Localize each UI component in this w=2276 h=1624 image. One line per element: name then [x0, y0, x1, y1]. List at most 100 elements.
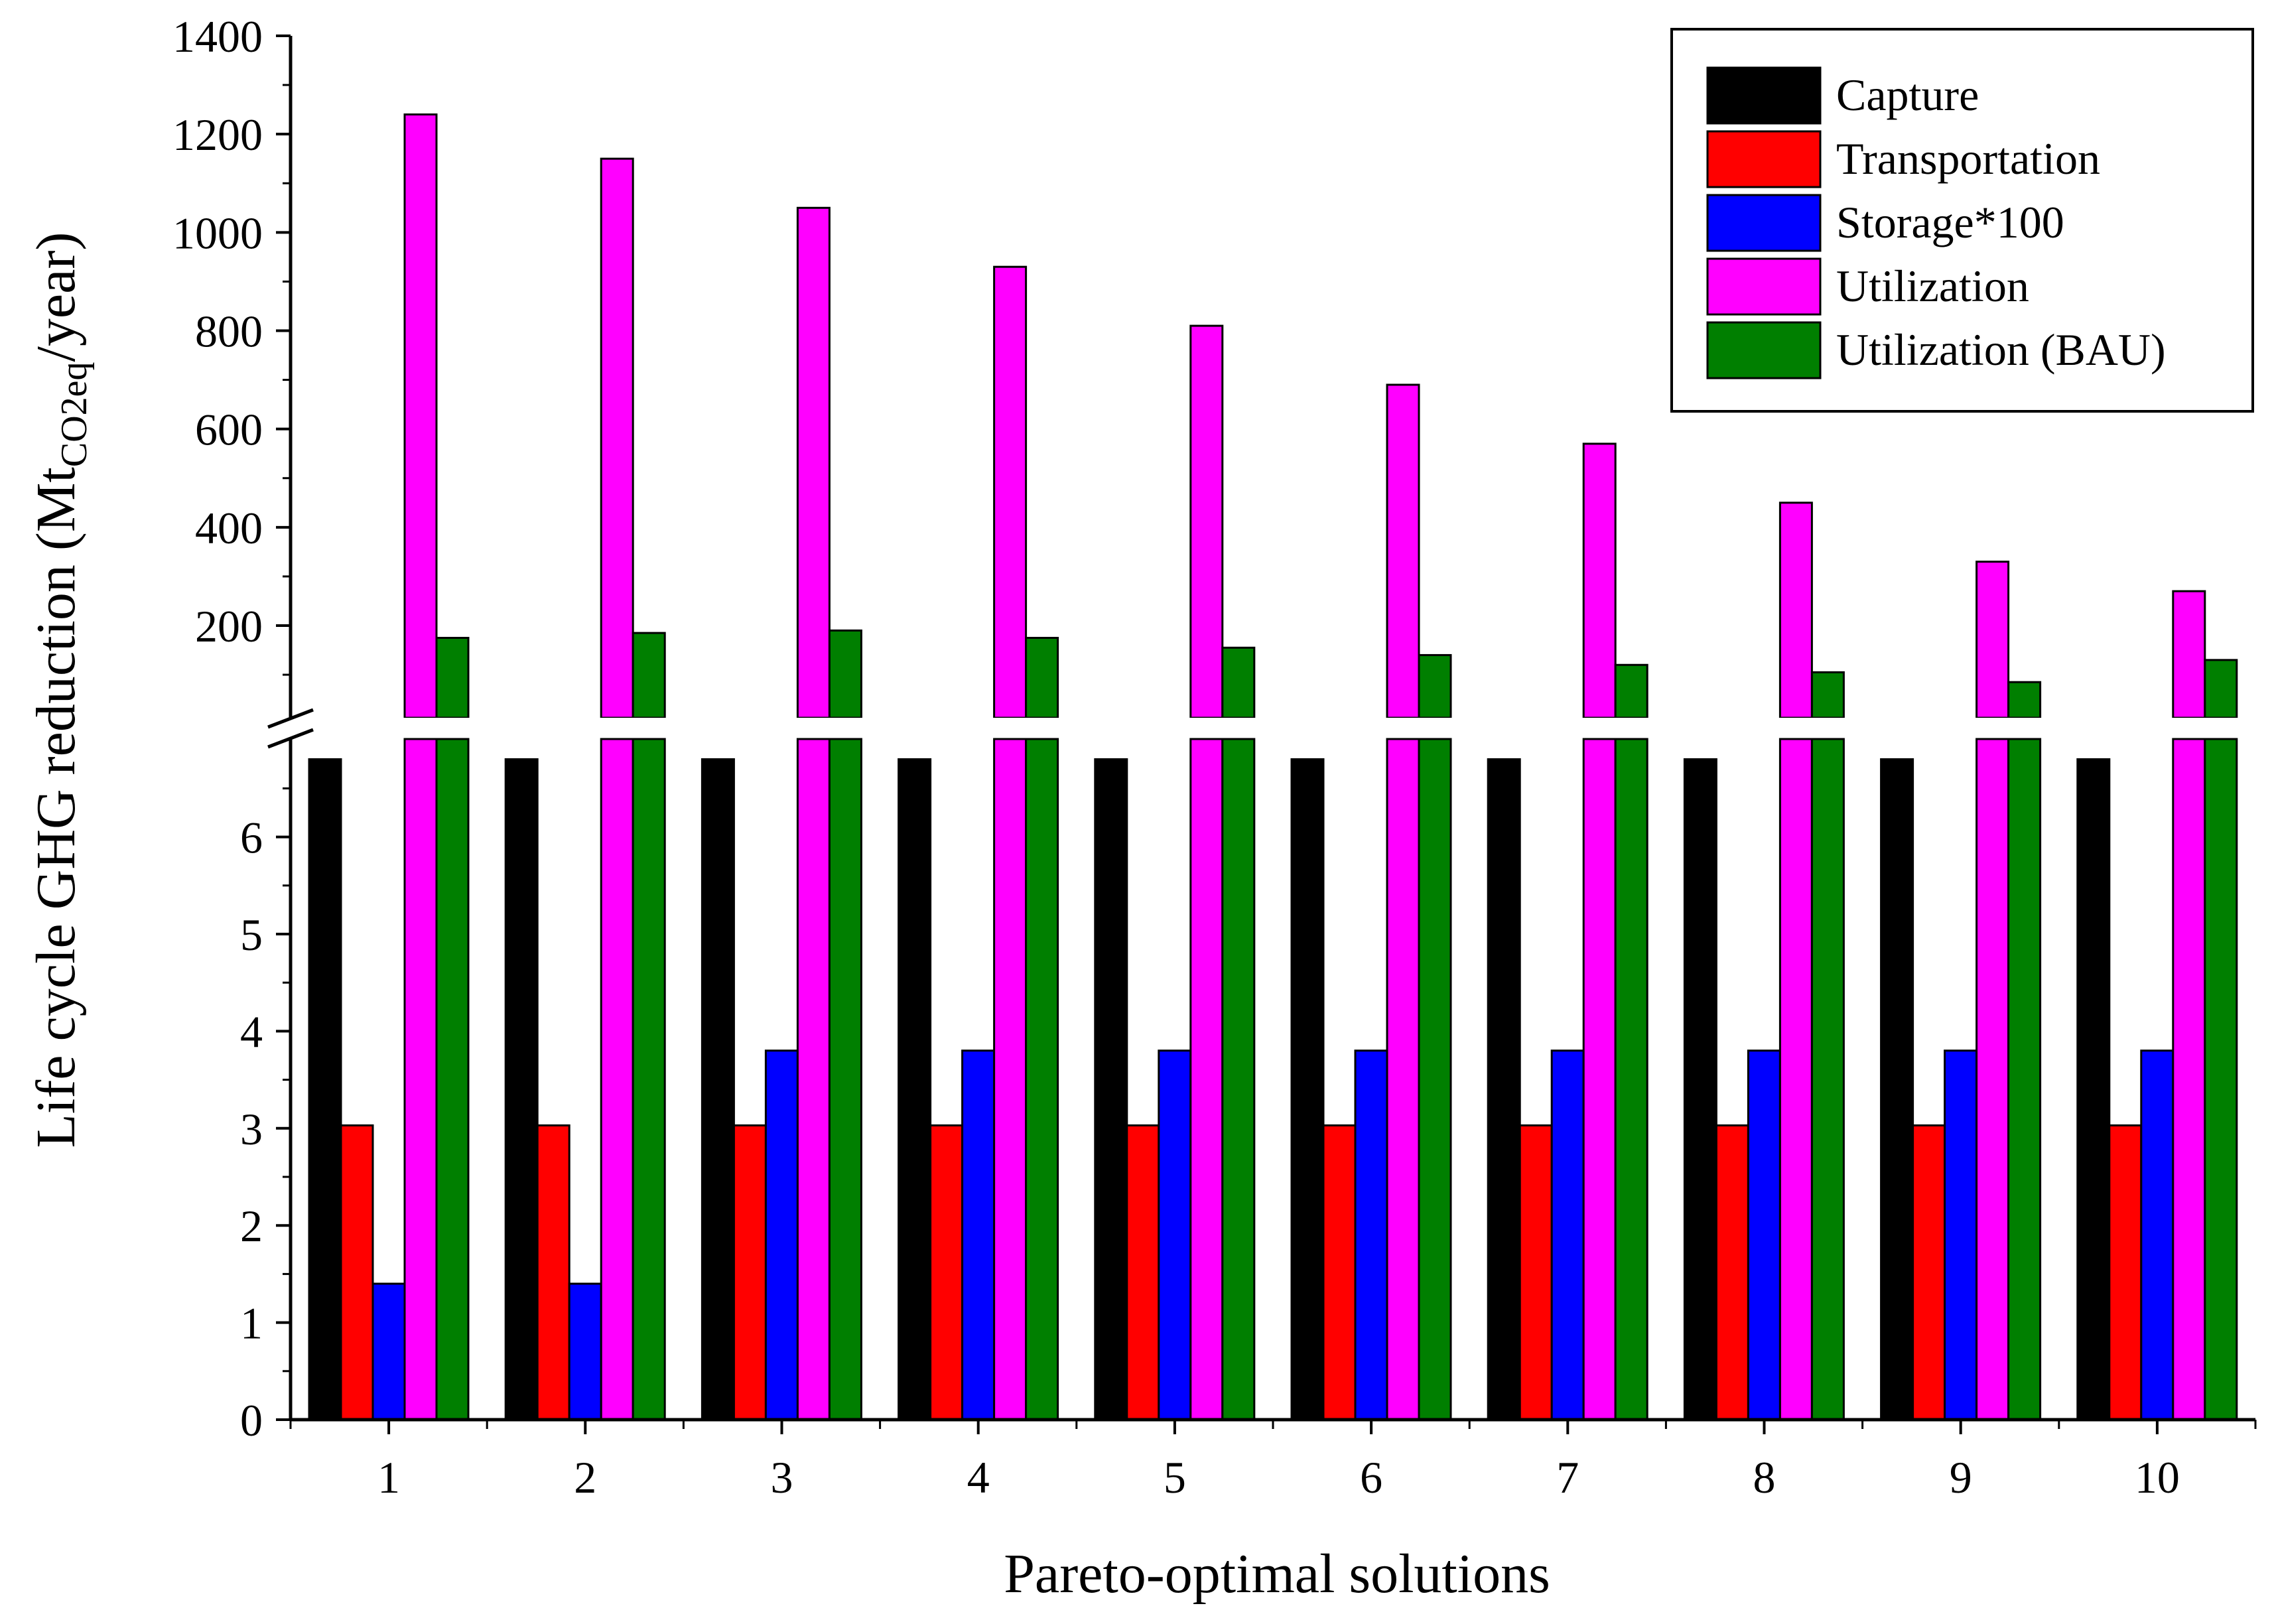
bar: [1747, 1049, 1781, 1421]
bars-layer: [308, 113, 2238, 1421]
bar: [1025, 637, 1059, 719]
x-tick-label: 1: [377, 1452, 400, 1503]
bar: [796, 206, 831, 719]
ticks-layer: 0 1 2 3 4 5 6 200 400 600 800 1000 1200 1400 1 2 3 4 5 6 7 8 9…: [172, 11, 2257, 1503]
legend-label: Utilization: [1836, 261, 2029, 311]
y-axis-title-prefix: Life cycle GHG reduction (Mt: [25, 467, 87, 1148]
x-tick-label: 2: [574, 1452, 596, 1503]
x-tick-label: 5: [1164, 1452, 1186, 1503]
bar: [1683, 758, 1717, 1421]
bar: [568, 1282, 602, 1421]
legend-label: Capture: [1836, 70, 1979, 120]
bar: [2172, 738, 2206, 1421]
x-tick-label: 3: [771, 1452, 793, 1503]
bar: [403, 113, 438, 719]
bar: [898, 758, 932, 1421]
bar: [403, 738, 438, 1421]
bar: [1778, 738, 1813, 1421]
bar: [1715, 1124, 1749, 1421]
bar: [2108, 1124, 2143, 1421]
bar: [632, 738, 666, 1421]
x-tick-label: 7: [1556, 1452, 1579, 1503]
bar: [828, 738, 862, 1421]
bar: [435, 738, 470, 1421]
legend-swatch: [1706, 257, 1822, 316]
bar: [1880, 758, 1914, 1421]
bar: [2007, 738, 2042, 1421]
bar: [536, 1124, 570, 1421]
y-tick-label: 5: [240, 910, 263, 960]
bar: [1386, 738, 1420, 1421]
y-tick-label: 800: [195, 306, 263, 357]
bar: [1778, 502, 1813, 719]
bar: [1975, 561, 2010, 719]
bar: [1810, 671, 1845, 719]
bar: [764, 1049, 799, 1421]
y-tick-label: 1000: [172, 208, 263, 258]
bar: [1322, 1124, 1357, 1421]
y-tick-label: 600: [195, 405, 263, 455]
axis-break-mark: [267, 728, 314, 749]
y-tick-label: 400: [195, 503, 263, 553]
bar: [600, 738, 634, 1421]
bar: [2204, 659, 2238, 719]
bar: [1614, 738, 1648, 1421]
bar: [340, 1124, 374, 1421]
legend-swatch: [1706, 194, 1822, 252]
y-tick-label: 1: [240, 1298, 263, 1349]
bar: [308, 758, 342, 1421]
legend-label: Transportation: [1836, 133, 2100, 184]
bar: [1582, 738, 1617, 1421]
y-tick-label: 4: [240, 1006, 263, 1057]
bar: [1158, 1049, 1192, 1421]
bar: [1386, 383, 1420, 719]
bar: [1550, 1049, 1585, 1421]
bar: [435, 637, 470, 719]
bar: [701, 758, 735, 1421]
bar: [1221, 738, 1256, 1421]
bar: [2007, 681, 2042, 719]
bar: [1126, 1124, 1160, 1421]
bar: [1189, 324, 1224, 719]
axis-break-mark: [267, 708, 314, 729]
legend-label: Utilization (BAU): [1836, 324, 2166, 375]
bar: [371, 1282, 406, 1421]
bar: [1354, 1049, 1388, 1421]
y-tick-label: 1200: [172, 109, 263, 160]
bar: [993, 738, 1028, 1421]
legend-swatch: [1706, 130, 1822, 188]
y-tick-label: 2: [240, 1201, 263, 1251]
bar: [504, 758, 539, 1421]
bar: [1418, 738, 1452, 1421]
legend-swatch: [1706, 321, 1822, 379]
bar: [1094, 758, 1128, 1421]
bar: [1912, 1124, 1946, 1421]
y-axis-title-subscript: CO2eq: [54, 362, 95, 467]
bar: [828, 629, 862, 719]
x-tick-label: 9: [1950, 1452, 1972, 1503]
bar: [929, 1124, 964, 1421]
bar: [796, 738, 831, 1421]
x-tick-label: 10: [2135, 1452, 2180, 1503]
y-axis-title: Life cycle GHG reduction (MtCO2eq/year): [25, 232, 95, 1148]
bar: [2140, 1049, 2175, 1421]
bar: [993, 265, 1028, 719]
bar: [632, 632, 666, 719]
bar: [1290, 758, 1325, 1421]
legend-label: Storage*100: [1836, 197, 2064, 247]
bar: [1487, 758, 1521, 1421]
bar: [1810, 738, 1845, 1421]
y-tick-label: 200: [195, 601, 263, 651]
bar: [732, 1124, 767, 1421]
bar: [1614, 663, 1648, 719]
bar: [961, 1049, 996, 1421]
y-tick-label: 1400: [172, 11, 263, 62]
x-axis-title: Pareto-optimal solutions: [1004, 1543, 1550, 1605]
bar: [2172, 590, 2206, 719]
x-tick-label: 4: [967, 1452, 990, 1503]
y-tick-label: 6: [240, 813, 263, 863]
bar: [1944, 1049, 1978, 1421]
bar: [1975, 738, 2010, 1421]
legend-swatch: [1706, 66, 1822, 125]
